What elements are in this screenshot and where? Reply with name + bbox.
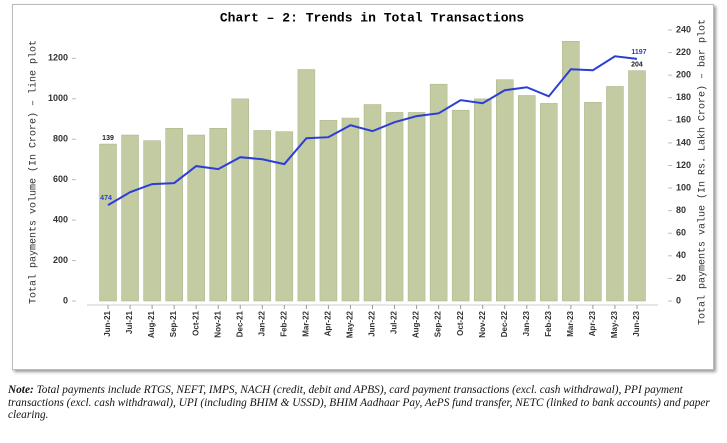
x-tick-label: Sep-21 <box>169 310 178 337</box>
bar <box>253 130 272 302</box>
y2-tick-label: 180 <box>676 92 691 102</box>
x-tick-label: Aug-21 <box>147 310 156 338</box>
x-tick-label: May-23 <box>610 310 619 338</box>
bar <box>628 70 646 302</box>
y2-tick-label: 200 <box>676 70 691 80</box>
bar <box>363 104 382 302</box>
y-tick-label: 800 <box>53 134 68 144</box>
y-tick-label: 1000 <box>48 93 68 103</box>
x-tick-label: Nov-21 <box>213 310 222 337</box>
x-tick-label: Jun-22 <box>368 310 377 336</box>
x-tick-label: Dec-22 <box>500 310 509 337</box>
bar <box>121 134 139 302</box>
x-tick-label: Jan-22 <box>257 310 266 336</box>
chart-title: Chart – 2: Trends in Total Transactions <box>220 10 524 25</box>
y2-tick-label: 140 <box>676 137 691 147</box>
x-tick-label: Mar-23 <box>566 310 575 336</box>
bar <box>518 95 536 302</box>
y2-tick-label: 40 <box>676 250 686 260</box>
bar <box>231 98 250 302</box>
bar <box>99 143 117 302</box>
x-tick-label: Oct-21 <box>191 310 200 335</box>
x-tick-label: May-22 <box>346 310 355 338</box>
x-tick-label: Oct-22 <box>456 310 465 335</box>
bar <box>143 140 161 302</box>
bar <box>407 112 426 302</box>
y-tick-label: 600 <box>53 174 68 184</box>
bar-value-label: 204 <box>631 61 643 68</box>
bar <box>165 127 183 302</box>
line-value-label: 474 <box>100 195 112 202</box>
y2-tick-label: 240 <box>676 24 691 34</box>
bar <box>187 134 205 302</box>
note: Note: Total payments include RTGS, NEFT,… <box>8 384 724 422</box>
x-tick-label: Jan-23 <box>522 310 531 336</box>
bar <box>341 117 360 302</box>
bar <box>319 120 338 302</box>
y2-tick-label: 0 <box>676 295 681 305</box>
y-tick-label: 0 <box>63 295 68 305</box>
y2-tick-label: 100 <box>676 182 691 192</box>
y2-tick-label: 120 <box>676 160 691 170</box>
line <box>107 55 638 207</box>
bar <box>606 86 624 302</box>
note-label: Note: <box>8 384 34 396</box>
y2-tick-label: 80 <box>676 205 686 215</box>
x-tick-label: Dec-21 <box>235 310 244 337</box>
bar <box>473 98 492 302</box>
x-tick-label: Jun-21 <box>103 310 112 336</box>
x-tick-label: Jul-21 <box>125 310 134 334</box>
y2-axis-label: Total payments value (In Rs. Lakh Crore)… <box>697 19 709 325</box>
x-tick-label: Apr-22 <box>324 310 333 336</box>
bar <box>562 41 580 302</box>
x-tick-label: Nov-22 <box>478 310 487 337</box>
bar <box>584 102 602 302</box>
bar-value-label: 139 <box>102 135 114 142</box>
note-text: Total payments include RTGS, NEFT, IMPS,… <box>8 384 710 421</box>
chart: Chart – 2: Trends in Total Transactions … <box>28 10 709 338</box>
x-tick-label: Sep-22 <box>434 310 443 337</box>
bar <box>275 131 294 302</box>
y2-tick-label: 220 <box>676 47 691 57</box>
x-tick-label: Apr-23 <box>588 310 597 336</box>
line-value-label: 1197 <box>631 49 646 56</box>
x-tick-label: Jun-23 <box>632 310 641 336</box>
y-axis-label: Total payments volume (In Crore) – line … <box>28 40 40 304</box>
bar <box>429 83 448 302</box>
bar <box>209 127 227 302</box>
bar <box>495 79 514 302</box>
bar <box>451 109 470 302</box>
y-tick-label: 1200 <box>48 53 68 63</box>
y-tick-label: 200 <box>53 255 68 265</box>
y2-tick-label: 20 <box>676 273 686 283</box>
bar <box>297 69 316 302</box>
bar <box>385 112 404 302</box>
x-tick-label: Jul-22 <box>390 310 399 334</box>
y-tick-label: 400 <box>53 214 68 224</box>
x-tick-label: Mar-22 <box>301 310 310 336</box>
bar <box>540 103 558 302</box>
y2-tick-label: 160 <box>676 115 691 125</box>
x-tick-label: Aug-22 <box>412 310 421 338</box>
y2-tick-label: 60 <box>676 228 686 238</box>
x-tick-label: Feb-22 <box>279 310 288 336</box>
x-tick-label: Feb-23 <box>544 310 553 336</box>
